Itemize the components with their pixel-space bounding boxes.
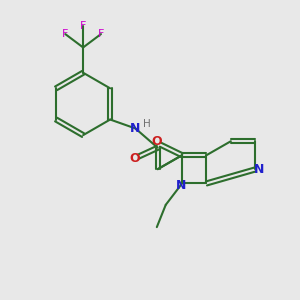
Text: F: F (62, 29, 68, 39)
Text: F: F (98, 29, 104, 39)
Text: O: O (152, 135, 162, 148)
Text: F: F (80, 21, 86, 31)
Text: O: O (130, 152, 140, 165)
Text: H: H (143, 119, 151, 129)
Text: N: N (254, 163, 264, 176)
Text: N: N (176, 179, 186, 192)
Text: N: N (130, 122, 141, 135)
